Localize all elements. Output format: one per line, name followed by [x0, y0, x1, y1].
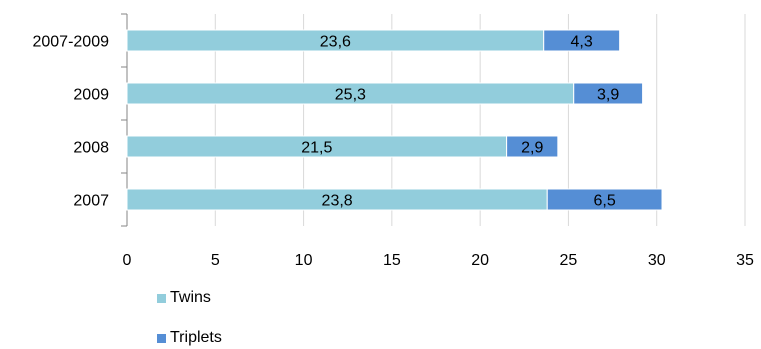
x-tick-label-35: 35 [736, 252, 754, 269]
data-label-twins-2007: 23,8 [322, 193, 353, 210]
bar-triplets-2008 [506, 135, 559, 158]
data-label-triplets-2007-2009: 4,3 [571, 34, 593, 51]
legend-label-twins: Twins [170, 289, 211, 306]
x-tick-label-30: 30 [648, 252, 666, 269]
legend-item-twins: Twins [157, 289, 211, 307]
y-tick-label-2007: 2007 [73, 193, 109, 210]
x-tick-label-20: 20 [471, 252, 489, 269]
legend-label-triplets: Triplets [170, 329, 222, 346]
y-tick-label-2009: 2009 [73, 87, 109, 104]
x-tick-label-10: 10 [295, 252, 313, 269]
data-label-triplets-2007: 6,5 [594, 193, 616, 210]
bar-triplets-2007 [546, 188, 663, 211]
data-label-twins-2009: 25,3 [335, 87, 366, 104]
legend-item-triplets: Triplets [157, 329, 222, 347]
data-label-triplets-2009: 3,9 [597, 87, 619, 104]
bar-triplets-2009 [573, 82, 644, 105]
bar-triplets-2007-2009 [543, 29, 621, 52]
y-tick-label-2007-2009: 2007-2009 [32, 34, 109, 51]
legend-swatch-triplets [157, 333, 166, 343]
data-label-twins-2008: 21,5 [301, 140, 332, 157]
x-tick-label-0: 0 [123, 252, 132, 269]
x-tick-label-25: 25 [560, 252, 578, 269]
y-tick-label-2008: 2008 [73, 140, 109, 157]
x-tick-label-15: 15 [383, 252, 401, 269]
legend-swatch-twins [157, 293, 166, 303]
x-tick-label-5: 5 [211, 252, 220, 269]
data-label-twins-2007-2009: 23,6 [320, 34, 351, 51]
data-label-triplets-2008: 2,9 [521, 140, 543, 157]
